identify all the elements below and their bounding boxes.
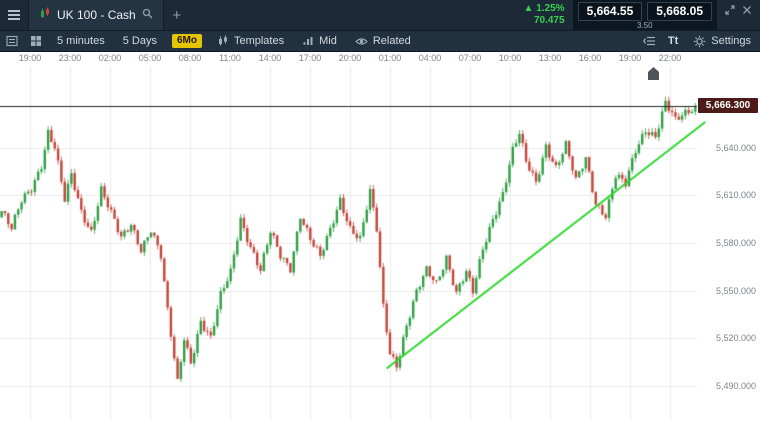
hamburger-icon <box>8 14 20 16</box>
change-percent: ▲ 1.25% <box>523 3 565 14</box>
current-price-tag: 5,666.300 <box>698 97 758 113</box>
instrument-title: UK 100 - Cash <box>57 8 136 22</box>
price-type-selector[interactable]: Mid <box>293 31 346 51</box>
templates-button[interactable]: Templates <box>208 31 293 51</box>
add-tab-button[interactable]: + <box>172 6 182 24</box>
price-type-label: Mid <box>319 35 337 47</box>
price-pair: 5,664.55 5,668.05 3.50 <box>572 0 717 30</box>
candlestick-icon <box>218 35 227 46</box>
chart-toolbar: 5 minutes 5 Days 6Mo Templates Mid Relat… <box>0 30 760 52</box>
related-button[interactable]: Related <box>346 31 420 51</box>
chart-area[interactable]: 19:00 23:00 02:00 05:00 08:00 11:00 14:00 17:00… <box>0 52 760 421</box>
mini-chart-icon <box>39 6 51 24</box>
collapse-panel-button[interactable] <box>637 31 662 51</box>
time-axis-label: 01:00 <box>378 53 402 63</box>
close-icon[interactable] <box>742 5 752 15</box>
time-axis[interactable]: 19:00 23:00 02:00 05:00 08:00 11:00 14:00 17:00… <box>0 53 697 65</box>
interval-label: 5 minutes <box>57 35 105 47</box>
time-axis-label: 14:00 <box>258 53 282 63</box>
time-axis-label: 04:00 <box>418 53 442 63</box>
gear-icon <box>694 35 706 47</box>
time-axis-label: 08:00 <box>178 53 202 63</box>
history-badge: 6Mo <box>171 34 202 48</box>
price-type-icon <box>303 37 313 45</box>
change-points: 70.475 <box>533 15 565 26</box>
text-size-button[interactable]: Tt <box>662 31 684 51</box>
history-range-button[interactable]: 6Mo <box>166 31 208 51</box>
search-icon[interactable] <box>142 6 153 24</box>
settings-label: Settings <box>711 35 751 47</box>
event-marker-icon[interactable] <box>648 67 659 80</box>
sell-price-button[interactable]: 5,664.55 <box>577 2 643 21</box>
time-axis-label: 02:00 <box>98 53 122 63</box>
time-axis-label: 23:00 <box>58 53 82 63</box>
templates-label: Templates <box>233 35 285 47</box>
buy-price-button[interactable]: 5,668.05 <box>647 2 712 21</box>
expand-icon[interactable] <box>725 5 735 15</box>
chart-canvas[interactable] <box>0 52 760 421</box>
spread-value: 3.50 <box>636 21 653 30</box>
time-axis-label: 11:00 <box>219 53 241 63</box>
time-axis-label: 17:00 <box>298 53 322 63</box>
instrument-tab[interactable]: UK 100 - Cash <box>28 0 164 30</box>
range-selector[interactable]: 5 Days <box>114 31 166 51</box>
time-axis-label: 10:00 <box>498 53 522 63</box>
app-header: UK 100 - Cash + ▲ 1.25% 70.475 5,664.55 … <box>0 0 760 30</box>
panel-icon <box>642 36 655 46</box>
change-block: ▲ 1.25% 70.475 <box>524 3 573 27</box>
layout-grid-button[interactable] <box>24 31 48 51</box>
time-axis-label: 22:00 <box>658 53 682 63</box>
grid-icon <box>31 36 41 46</box>
hamburger-menu-button[interactable] <box>0 0 28 30</box>
time-axis-label: 19:00 <box>18 53 42 63</box>
time-axis-label: 16:00 <box>578 53 602 63</box>
time-axis-label: 13:00 <box>538 53 562 63</box>
list-icon <box>6 35 18 47</box>
range-label: 5 Days <box>122 35 157 47</box>
eye-icon <box>355 37 368 45</box>
time-axis-label: 05:00 <box>138 53 162 63</box>
interval-selector[interactable]: 5 minutes <box>48 31 114 51</box>
text-size-label: Tt <box>667 35 679 47</box>
window-controls <box>717 5 760 15</box>
time-axis-label: 19:00 <box>618 53 642 63</box>
chart-list-button[interactable] <box>0 31 24 51</box>
related-label: Related <box>372 35 411 47</box>
time-axis-label: 20:00 <box>338 53 362 63</box>
time-axis-label: 07:00 <box>458 53 482 63</box>
settings-button[interactable]: Settings <box>684 31 760 51</box>
